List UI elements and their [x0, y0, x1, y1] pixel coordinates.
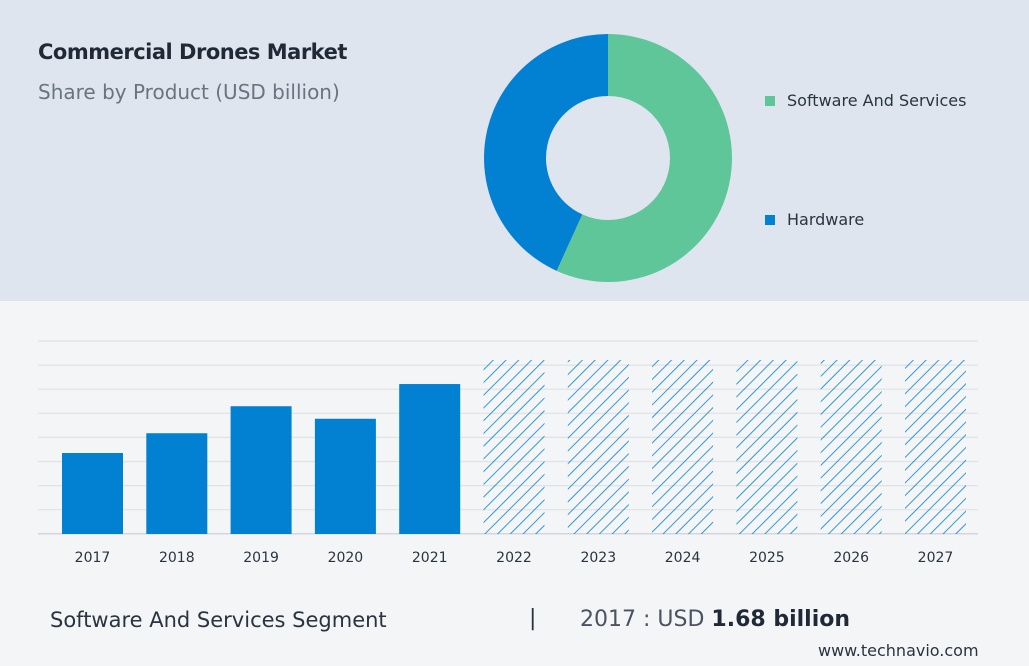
segment-label: Software And Services Segment [50, 608, 387, 632]
bar-2025 [736, 359, 798, 534]
separator: | [529, 606, 537, 631]
bar-2022 [483, 359, 545, 534]
legend-swatch [765, 214, 775, 225]
bar-2017 [62, 453, 123, 534]
x-tick-label: 2017 [75, 550, 111, 566]
x-axis-ticks: 2017 2018 2019 2020 2021 2022 2023 2024 2025 2026… [75, 550, 954, 566]
bar-2023 [567, 359, 629, 534]
donut-slice-software-and-services [556, 34, 733, 282]
x-tick-label: 2022 [496, 550, 532, 566]
x-tick-label: 2021 [412, 550, 448, 566]
bar-2024 [652, 359, 714, 534]
bar-2018 [146, 433, 208, 534]
donut-chart [484, 34, 733, 282]
legend-hardware: Hardware [765, 210, 864, 229]
bar-2026 [820, 359, 882, 534]
value-text: 1.68 billion [711, 607, 851, 632]
x-tick-label: 2027 [918, 550, 954, 566]
legend-label: Software And Services [787, 91, 967, 110]
legend-software-and-services: Software And Services [765, 91, 966, 110]
x-tick-label: 2026 [833, 550, 869, 566]
chart-title: Commercial Drones Market [38, 40, 347, 64]
bar-2027 [905, 359, 966, 534]
legend-label: Hardware [787, 210, 865, 229]
chart-subtitle: Share by Product (USD billion) [38, 80, 340, 104]
bar-2020 [314, 418, 376, 534]
year-label: 2017 : USD [580, 607, 705, 632]
x-tick-label: 2023 [580, 550, 616, 566]
bar-series [62, 359, 966, 534]
x-tick-label: 2024 [665, 550, 701, 566]
legend-swatch [765, 95, 775, 106]
bar-2021 [399, 384, 461, 534]
site-link[interactable]: www.technavio.com [818, 641, 979, 660]
x-tick-label: 2020 [328, 550, 364, 566]
donut-slice-hardware [484, 34, 608, 271]
x-tick-label: 2018 [159, 550, 195, 566]
x-tick-label: 2019 [243, 550, 279, 566]
x-tick-label: 2025 [749, 550, 785, 566]
bar-2019 [230, 406, 292, 534]
segment-value: 2017 : USD 1.68 billion [580, 607, 850, 632]
